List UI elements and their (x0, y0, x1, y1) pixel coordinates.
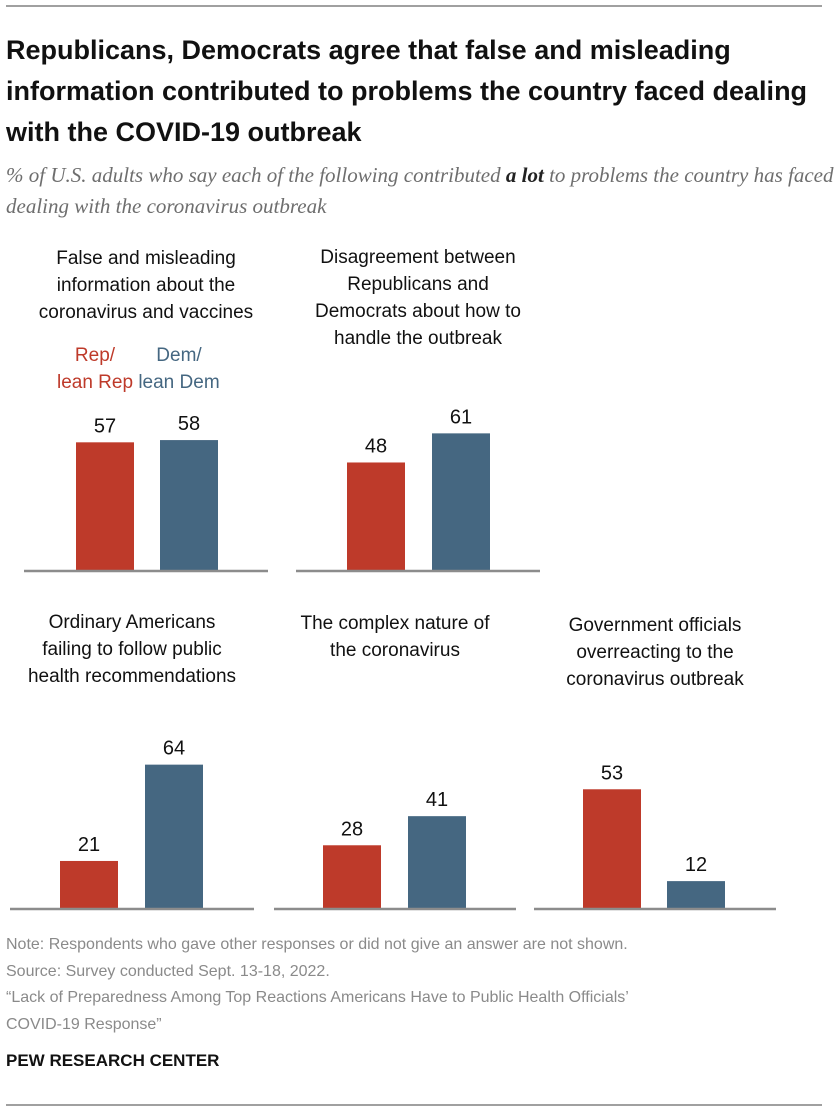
legend-rep: Rep/ (75, 345, 116, 366)
panel-title: coronavirus outbreak (566, 669, 744, 690)
panel-title: Democrats about how to (315, 301, 521, 322)
panel-title: Government officials (569, 615, 742, 636)
note-line: Note: Respondents who gave other respons… (6, 936, 628, 953)
rep-bar (323, 845, 381, 908)
panel-title: information about the (57, 275, 236, 296)
panel-title: coronavirus and vaccines (39, 302, 253, 323)
rep-bar (347, 462, 405, 570)
panel-title: Ordinary Americans (49, 612, 216, 633)
panel-title: overreacting to the (576, 642, 733, 663)
dem-bar (667, 881, 725, 908)
panel-title: health recommendations (28, 666, 236, 687)
rep-bar (583, 789, 641, 908)
subtitle-text-end: to problems the country has faced dealin… (6, 163, 834, 218)
chart-subtitle: % of U.S. adults who say each of the fol… (6, 160, 836, 222)
pew-logo-text: PEW RESEARCH CENTER (6, 1051, 220, 1070)
panel-title: False and misleading (56, 248, 236, 269)
chart-title: Republicans, Democrats agree that false … (6, 35, 808, 147)
dem-bar (145, 764, 203, 908)
dem-value-label: 12 (685, 854, 707, 876)
dem-bar (160, 440, 218, 570)
source-line: Source: Survey conducted Sept. 13-18, 20… (6, 962, 330, 980)
small-multiples-bar-chart: False and misleading information about th… (10, 247, 776, 911)
rep-bar (60, 860, 118, 908)
rep-value-label: 21 (78, 834, 100, 856)
panel-title: handle the outbreak (334, 328, 502, 349)
legend-dem: Dem/ (156, 345, 202, 366)
report-title-line: “Lack of Preparedness Among Top Reaction… (6, 989, 629, 1006)
legend-dem: lean Dem (138, 372, 219, 393)
dem-value-label: 41 (426, 789, 448, 811)
subtitle-emphasis: a lot (505, 163, 544, 187)
rep-value-label: 48 (365, 435, 387, 457)
dem-value-label: 64 (163, 738, 185, 760)
panel-title: Republicans and (347, 274, 489, 295)
panel-title: the coronavirus (330, 640, 460, 661)
notes: Note: Respondents who gave other respons… (6, 932, 629, 1038)
rep-value-label: 28 (341, 818, 363, 840)
rep-bar (76, 442, 134, 570)
top-rule (6, 5, 822, 7)
report-title-line: COVID-19 Response” (6, 1015, 162, 1033)
bottom-rule (6, 1104, 822, 1106)
dem-value-label: 58 (178, 413, 200, 435)
panel-title: Disagreement between (320, 247, 515, 268)
dem-bar (432, 433, 490, 570)
rep-value-label: 53 (601, 762, 623, 784)
dem-bar (408, 816, 466, 908)
legend-rep: lean Rep (57, 372, 133, 393)
dem-value-label: 61 (450, 406, 472, 428)
rep-value-label: 57 (94, 415, 116, 437)
panel-title: The complex nature of (300, 613, 490, 634)
subtitle-text: % of U.S. adults who say each of the fol… (6, 163, 506, 187)
panel-title: failing to follow public (42, 639, 222, 660)
